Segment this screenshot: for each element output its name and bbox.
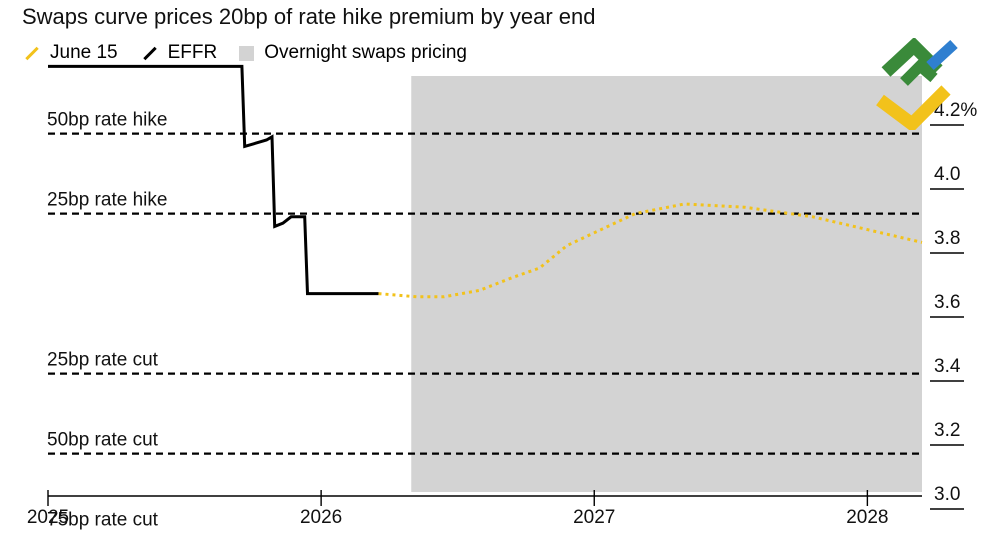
y-tick-label-5: 3.2: [934, 420, 960, 441]
chart-title: Swaps curve prices 20bp of rate hike pre…: [22, 4, 596, 29]
chevron-logo-icon: [876, 38, 958, 130]
ref-label-3: 50bp rate cut: [47, 430, 159, 451]
ref-label-2: 25bp rate cut: [47, 350, 159, 371]
series-line-june-15: [378, 202, 923, 299]
x-tick-label-3: 2028: [846, 507, 888, 528]
ref-label-4: 75bp rate cut: [47, 510, 159, 531]
x-tick-label-2: 2027: [573, 507, 615, 528]
x-tick-label-0: 2025: [27, 507, 69, 528]
overnight-swaps-region: [411, 76, 922, 492]
y-tick-label-0: 4.2%: [934, 100, 977, 121]
x-tick-label-1: 2026: [300, 507, 342, 528]
y-tick-label-4: 3.4: [934, 356, 961, 377]
y-tick-label-2: 3.8: [934, 228, 960, 249]
legend-item-swaps: Overnight swaps pricing: [239, 42, 467, 64]
legend-label-effr: EFFR: [167, 42, 218, 63]
ref-label-0: 50bp rate hike: [47, 110, 167, 131]
y-tick-label-6: 3.0: [934, 484, 960, 505]
series-line-effr: [48, 64, 379, 296]
y-tick-label-1: 4.0: [934, 164, 960, 185]
ref-label-1: 25bp rate hike: [47, 190, 167, 211]
legend-item-effr: EFFR: [140, 42, 218, 64]
legend-label-june15: June 15: [50, 42, 118, 63]
y-tick-label-3: 3.6: [934, 292, 960, 313]
legend-item-june15: June 15: [22, 42, 118, 64]
legend-swatch-swaps: [239, 45, 255, 61]
legend-label-swaps: Overnight swaps pricing: [264, 42, 467, 63]
chart-legend: June 15 EFFR Overnight swaps pricing: [22, 40, 489, 66]
